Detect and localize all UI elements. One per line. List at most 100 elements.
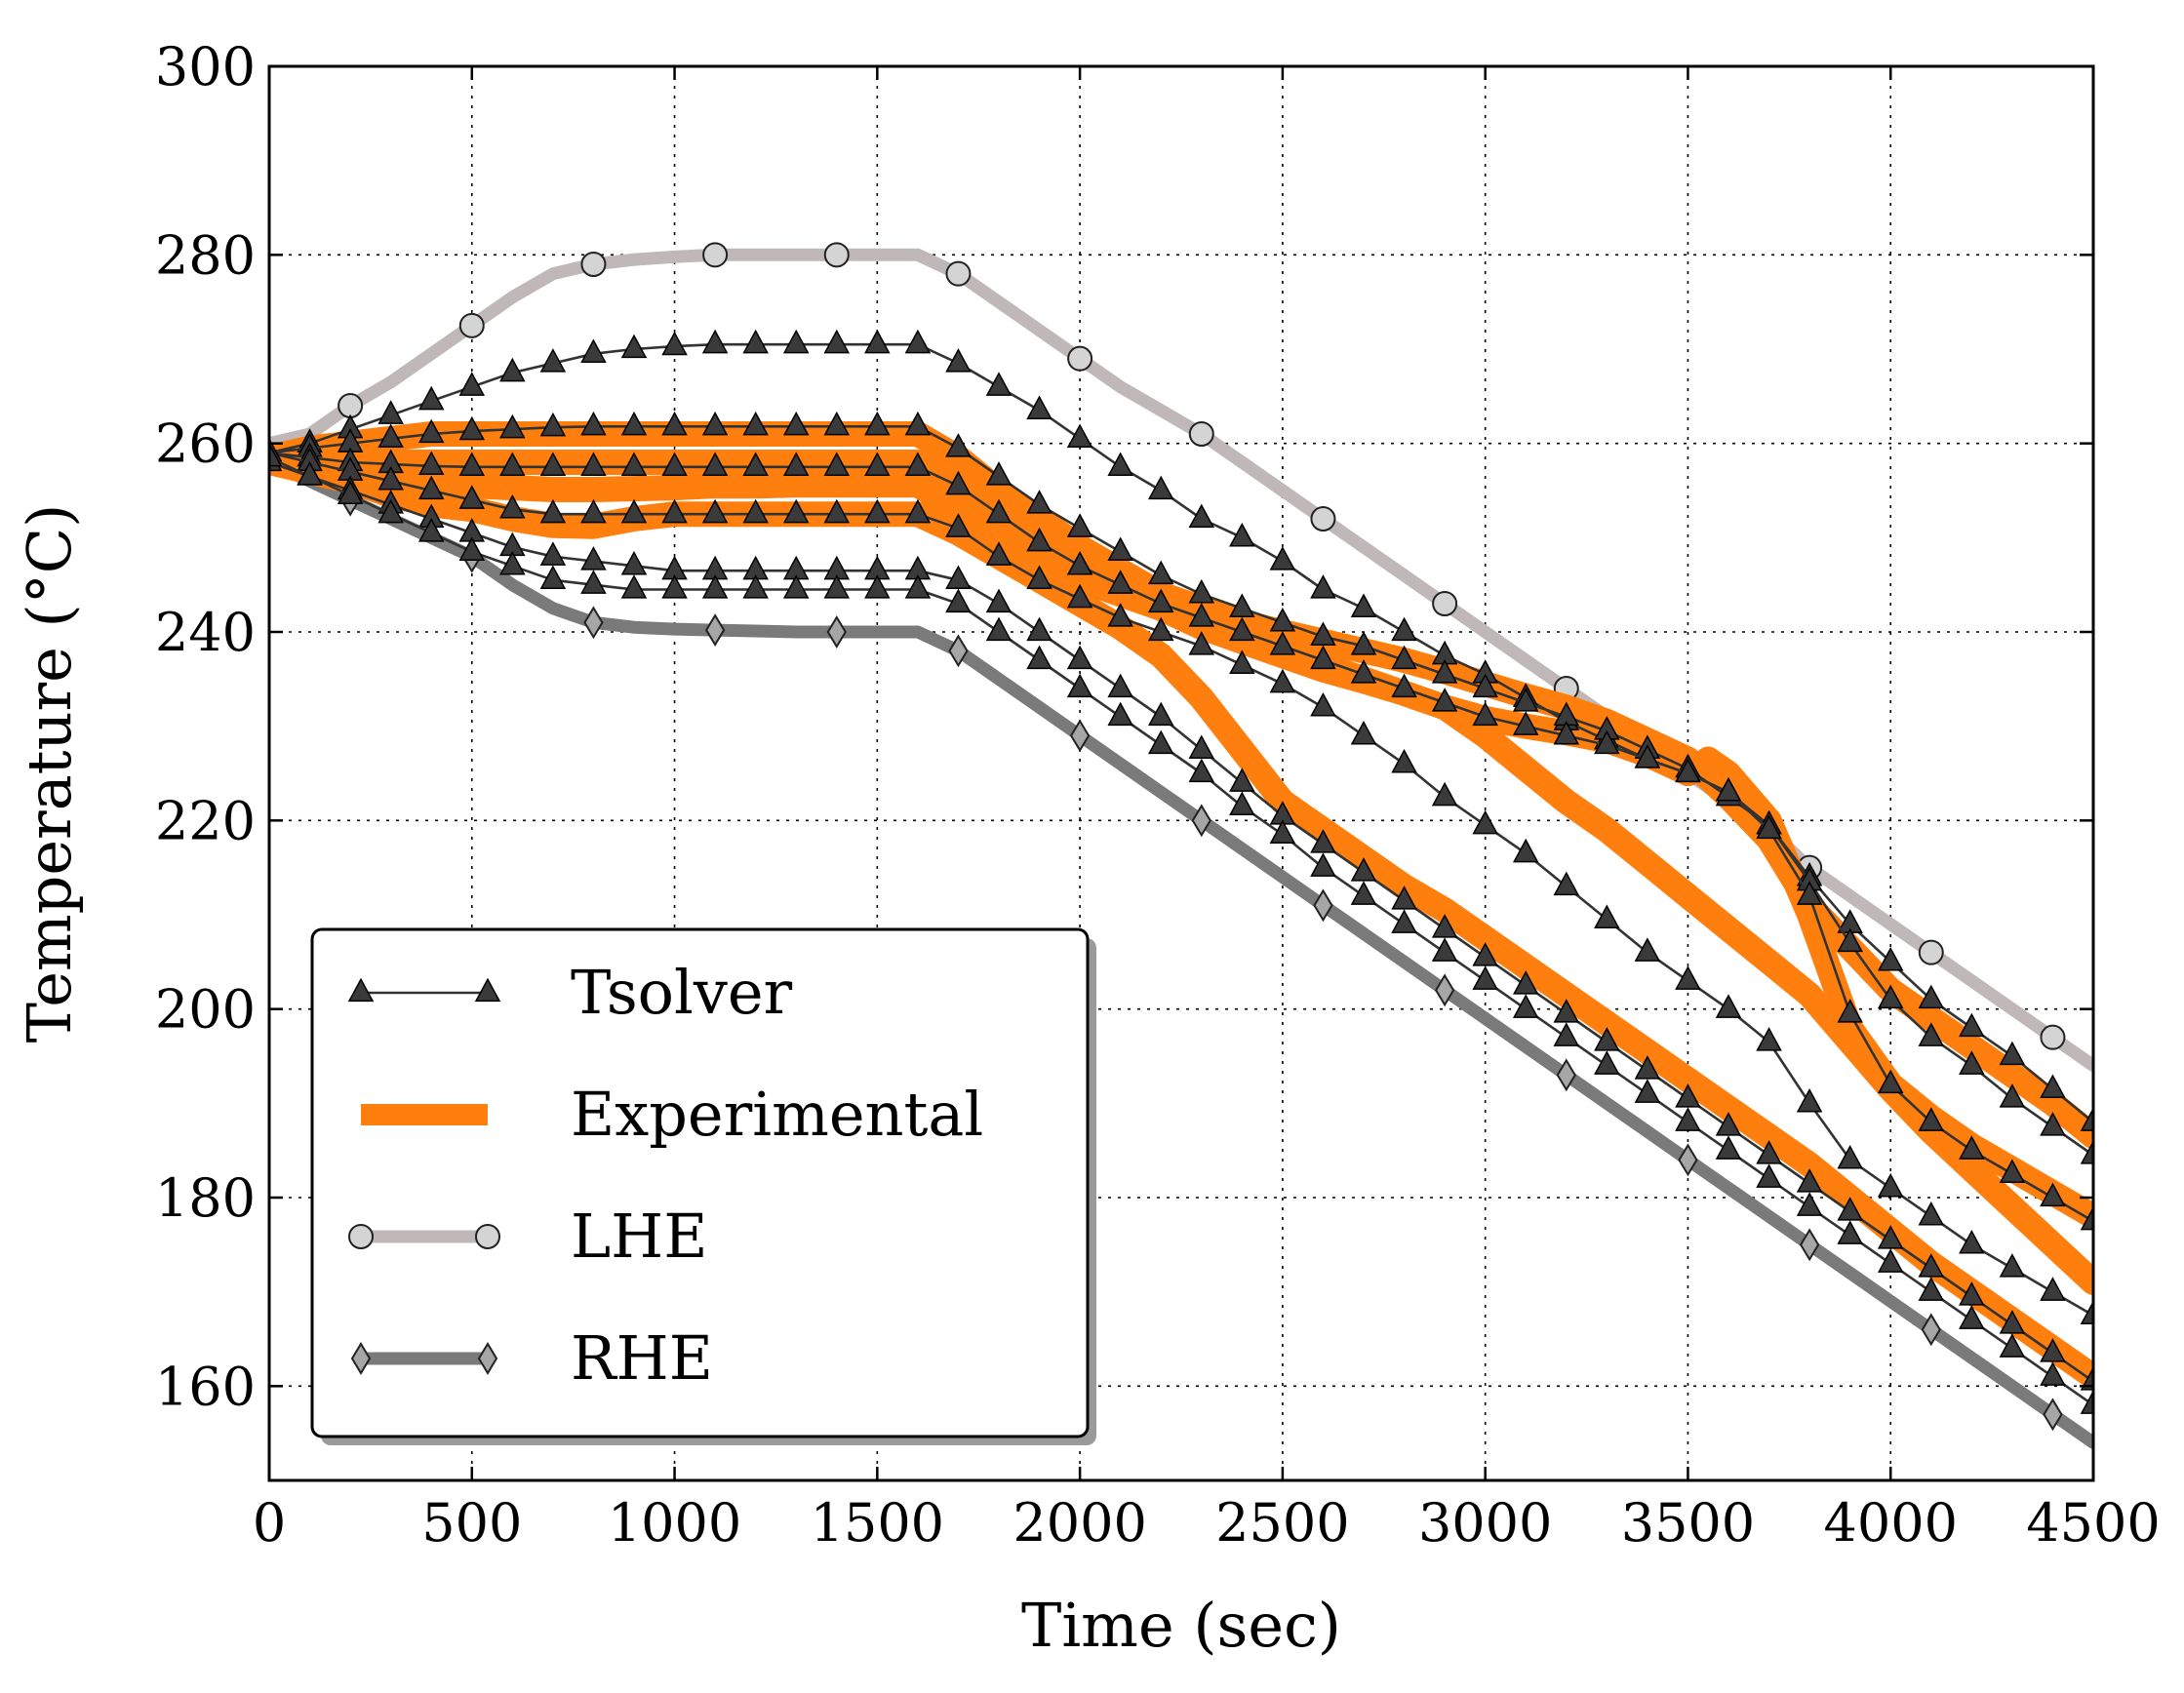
point-tsolver — [337, 480, 364, 504]
point-tsolver — [1472, 673, 1498, 698]
point-tsolver — [620, 574, 648, 599]
point-tsolver — [1310, 829, 1336, 853]
x-tick-label: 3500 — [1621, 1492, 1755, 1554]
y-tick-label: 240 — [155, 602, 256, 663]
y-tick-label: 200 — [155, 979, 256, 1041]
point-tsolver — [904, 498, 932, 524]
point-tsolver — [620, 550, 648, 575]
point-tsolver — [1675, 1083, 1701, 1108]
point-tsolver — [1147, 560, 1174, 585]
point-tsolver — [1959, 1050, 1985, 1075]
point-tsolver — [1350, 593, 1377, 617]
point-tsolver — [1107, 452, 1133, 476]
legend-box — [310, 927, 1090, 1438]
point-rhe — [2043, 1398, 2063, 1432]
point-tsolver — [945, 565, 972, 589]
point-tsolver — [580, 498, 607, 524]
point-tsolver — [864, 452, 891, 476]
series-line-tsolver — [269, 452, 2093, 1223]
x-tick-label: 0 — [253, 1492, 286, 1554]
point-tsolver — [297, 461, 323, 486]
point-tsolver — [823, 411, 851, 436]
point-lhe — [1918, 939, 1944, 965]
point-tsolver — [1999, 1253, 2026, 1278]
series-tsolver-9 — [269, 437, 2093, 1324]
point-tsolver — [661, 411, 688, 436]
point-tsolver — [1350, 631, 1377, 655]
point-tsolver — [1026, 490, 1052, 514]
point-tsolver — [1512, 711, 1539, 735]
point-tsolver — [458, 536, 486, 561]
series-layer — [269, 242, 2093, 1449]
point-tsolver — [823, 452, 851, 476]
point-tsolver — [1837, 1144, 1863, 1169]
point-tsolver — [945, 470, 972, 495]
point-tsolver — [620, 498, 648, 524]
series-line-rhe — [269, 455, 2093, 1449]
series-line-tsolver — [269, 425, 2093, 1157]
point-tsolver — [985, 541, 1013, 566]
point-tsolver — [1877, 984, 1904, 1009]
point-tsolver — [1594, 729, 1620, 755]
point-tsolver — [661, 452, 688, 476]
point-tsolver — [1026, 395, 1052, 419]
point-tsolver — [1188, 631, 1215, 655]
point-tsolver — [620, 334, 648, 359]
point-tsolver — [539, 412, 567, 437]
point-tsolver — [1959, 1012, 1985, 1038]
point-tsolver — [1512, 838, 1539, 863]
point-tsolver — [1066, 673, 1093, 698]
point-tsolver — [1918, 1253, 1945, 1278]
point-tsolver — [1188, 758, 1215, 783]
legend-item-experimental: Experimental — [361, 1079, 983, 1150]
point-tsolver — [1350, 857, 1377, 882]
legend-item-lhe: LHE — [348, 1201, 708, 1272]
point-tsolver — [620, 452, 648, 476]
point-tsolver — [1634, 744, 1661, 768]
legend-marker-tsolver — [474, 977, 501, 1003]
point-tsolver — [1634, 937, 1661, 962]
point-tsolver — [1512, 688, 1539, 712]
point-tsolver — [1188, 603, 1215, 627]
point-tsolver — [1431, 937, 1458, 962]
series-tsolver-6 — [269, 329, 2093, 1131]
series-tsolver-11 — [269, 442, 2093, 1414]
point-rhe — [583, 606, 604, 640]
series-line-tsolver — [269, 452, 2093, 1318]
point-tsolver — [539, 565, 567, 589]
point-tsolver — [1959, 1135, 1985, 1160]
point-tsolver — [945, 348, 972, 373]
series-line-tsolver — [269, 460, 2093, 1383]
point-tsolver — [458, 485, 486, 509]
point-tsolver — [2040, 1112, 2066, 1136]
point-tsolver — [1675, 965, 1701, 990]
point-tsolver — [2080, 1107, 2093, 1131]
point-tsolver — [782, 574, 810, 599]
x-tick-label: 4500 — [2026, 1492, 2160, 1554]
point-tsolver — [1715, 994, 1742, 1018]
x-axis-label: Time (sec) — [1021, 1590, 1341, 1661]
point-tsolver — [1229, 593, 1255, 617]
point-tsolver — [1269, 668, 1296, 693]
point-tsolver — [904, 574, 932, 599]
point-tsolver — [1066, 423, 1093, 448]
point-tsolver — [499, 413, 526, 439]
point-tsolver — [1229, 768, 1255, 792]
y-tick-label: 180 — [155, 1167, 256, 1229]
point-rhe — [704, 613, 726, 648]
y-tick-label: 280 — [155, 224, 256, 286]
point-tsolver — [377, 400, 404, 424]
point-rhe — [826, 615, 847, 649]
point-tsolver — [945, 433, 972, 457]
point-tsolver — [1999, 1083, 2026, 1108]
legend-label-lhe: LHE — [571, 1201, 708, 1272]
point-lhe — [823, 242, 850, 268]
point-tsolver — [1391, 909, 1417, 933]
series-experimental-5 — [269, 450, 2093, 1390]
point-tsolver — [620, 411, 648, 436]
series-experimental-4 — [269, 450, 2093, 1295]
point-tsolver — [742, 574, 769, 599]
point-tsolver — [1512, 970, 1539, 995]
point-tsolver — [1634, 1055, 1661, 1080]
